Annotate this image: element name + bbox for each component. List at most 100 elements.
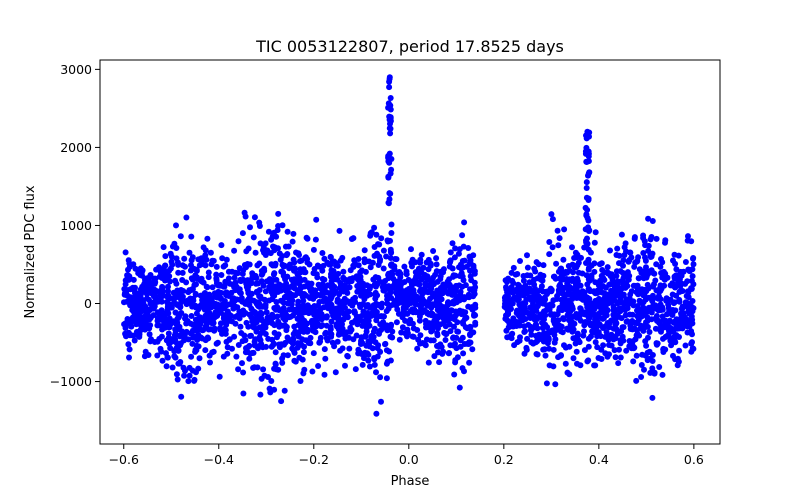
data-point <box>595 310 602 317</box>
data-point <box>231 284 238 291</box>
data-point <box>151 303 158 310</box>
data-point <box>151 278 158 285</box>
data-point <box>176 333 183 340</box>
data-point <box>371 325 378 332</box>
data-point <box>336 291 343 298</box>
data-point <box>550 273 557 280</box>
data-point <box>415 336 422 343</box>
data-point <box>451 316 458 323</box>
data-point <box>206 316 213 323</box>
data-point <box>584 358 591 365</box>
data-point <box>575 337 582 344</box>
data-point <box>359 361 366 368</box>
data-point <box>416 281 423 288</box>
data-point <box>540 288 546 295</box>
data-point <box>687 308 694 315</box>
data-point <box>662 333 669 340</box>
data-point <box>232 297 238 304</box>
y-axis-label: Normalized PDC flux <box>23 185 38 318</box>
data-point <box>334 338 341 345</box>
data-point <box>163 363 170 370</box>
data-point <box>632 259 639 266</box>
data-point <box>562 360 569 367</box>
data-point <box>437 305 444 312</box>
data-point <box>256 219 263 226</box>
data-point <box>286 337 293 344</box>
data-point <box>260 282 267 289</box>
data-point <box>503 312 509 319</box>
data-point <box>302 254 309 261</box>
data-point <box>617 354 624 361</box>
data-point <box>574 275 581 282</box>
data-point <box>620 257 627 264</box>
data-point <box>530 278 537 285</box>
data-point <box>451 323 457 330</box>
data-point <box>126 320 133 327</box>
data-point <box>212 301 219 308</box>
data-point <box>164 354 171 361</box>
data-point <box>130 308 137 315</box>
data-point <box>414 345 421 352</box>
data-point <box>166 340 173 347</box>
data-point <box>268 378 275 384</box>
data-point <box>192 290 199 297</box>
data-point <box>183 279 190 286</box>
data-point <box>449 240 456 247</box>
data-point <box>615 360 622 367</box>
data-point <box>418 251 425 258</box>
data-point <box>571 255 578 261</box>
data-point <box>554 227 561 234</box>
data-point <box>521 284 528 291</box>
data-point <box>284 352 291 359</box>
data-point <box>614 330 621 337</box>
data-point <box>456 384 463 391</box>
data-point <box>196 326 203 333</box>
data-point <box>228 312 235 319</box>
data-point <box>595 282 602 289</box>
data-point <box>583 185 590 191</box>
data-point <box>168 253 175 260</box>
data-point <box>310 350 317 357</box>
data-point <box>148 336 154 343</box>
data-point <box>538 283 545 290</box>
data-point <box>367 291 374 298</box>
data-point <box>508 306 514 312</box>
data-point <box>197 314 203 321</box>
data-point <box>236 289 243 296</box>
data-point <box>459 308 466 315</box>
data-point <box>546 239 553 245</box>
data-point <box>676 288 683 295</box>
data-point <box>610 311 617 318</box>
data-point <box>558 323 565 330</box>
data-point <box>659 313 666 320</box>
data-point <box>371 361 378 368</box>
data-point <box>688 285 695 292</box>
data-point <box>559 329 566 336</box>
data-point <box>546 362 553 369</box>
data-point <box>356 349 363 356</box>
data-point <box>180 364 187 371</box>
data-point <box>206 291 213 298</box>
data-point <box>328 318 335 325</box>
data-point <box>352 299 359 305</box>
data-point <box>456 264 462 271</box>
data-point <box>668 310 675 317</box>
data-point <box>362 332 369 339</box>
data-point <box>251 338 258 345</box>
y-tick-label: 1000 <box>60 218 92 233</box>
data-point <box>322 329 329 336</box>
data-point <box>274 334 280 341</box>
data-point <box>589 309 596 315</box>
data-point <box>121 299 127 306</box>
data-point <box>611 306 618 313</box>
data-point <box>584 215 591 222</box>
data-point <box>183 301 190 308</box>
data-point <box>618 278 625 285</box>
data-point <box>246 311 253 318</box>
data-point <box>122 249 129 256</box>
data-point <box>575 259 582 266</box>
data-point <box>280 299 287 306</box>
data-point <box>561 342 567 349</box>
data-point <box>641 366 647 373</box>
data-point <box>586 314 593 321</box>
